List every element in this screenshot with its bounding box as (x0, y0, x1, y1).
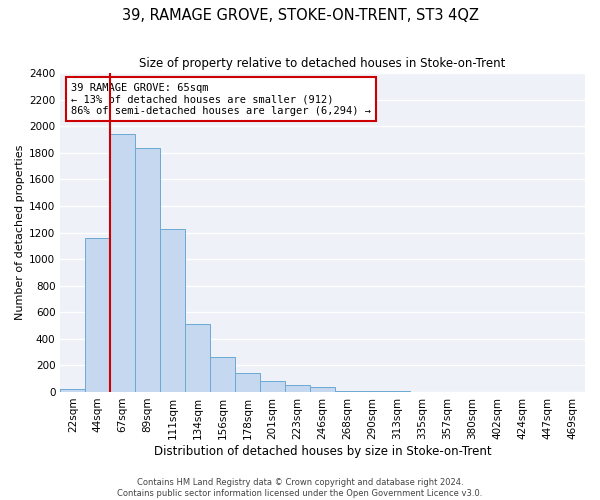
Bar (335, 390, 360, 392)
Bar (235, 372, 260, 392)
Bar (285, 384, 310, 392)
Bar (85, 238, 110, 392)
Text: Contains HM Land Registry data © Crown copyright and database right 2024.
Contai: Contains HM Land Registry data © Crown c… (118, 478, 482, 498)
Bar (310, 386, 335, 392)
Bar (160, 229, 185, 392)
Bar (135, 148, 160, 392)
Text: 39, RAMAGE GROVE, STOKE-ON-TRENT, ST3 4QZ: 39, RAMAGE GROVE, STOKE-ON-TRENT, ST3 4Q… (121, 8, 479, 22)
Bar (60, 388, 85, 392)
Bar (260, 382, 285, 392)
Bar (185, 324, 210, 392)
Text: 39 RAMAGE GROVE: 65sqm
← 13% of detached houses are smaller (912)
86% of semi-de: 39 RAMAGE GROVE: 65sqm ← 13% of detached… (71, 82, 371, 116)
Bar (110, 134, 135, 392)
Y-axis label: Number of detached properties: Number of detached properties (15, 145, 25, 320)
X-axis label: Distribution of detached houses by size in Stoke-on-Trent: Distribution of detached houses by size … (154, 444, 491, 458)
Title: Size of property relative to detached houses in Stoke-on-Trent: Size of property relative to detached ho… (139, 58, 506, 70)
Bar (210, 356, 235, 392)
